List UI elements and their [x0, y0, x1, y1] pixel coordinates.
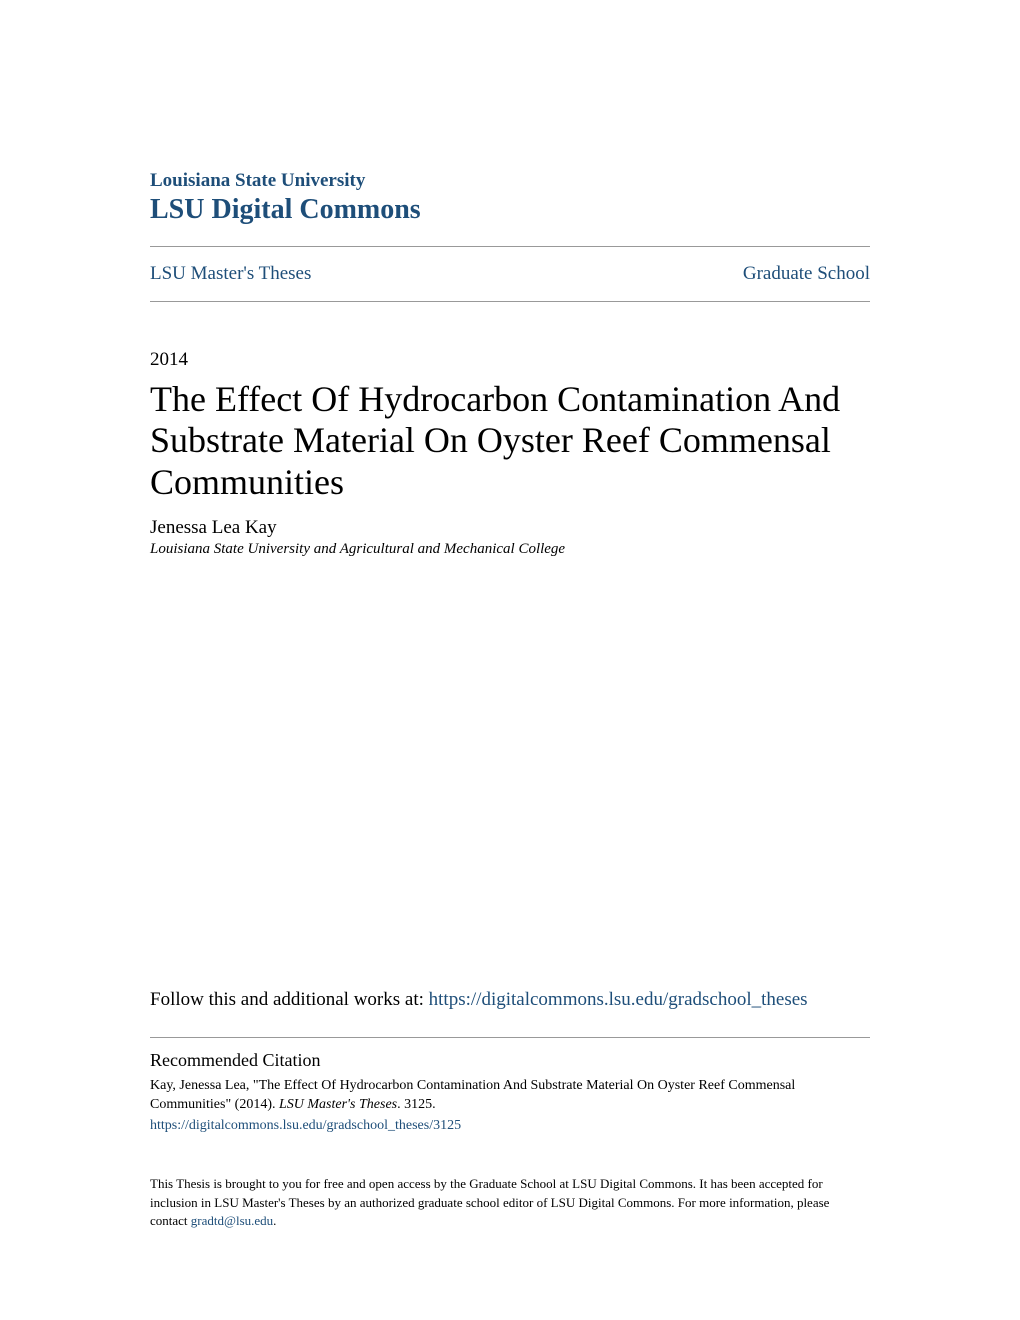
footer-after-link: . — [273, 1213, 276, 1228]
page-container: Louisiana State University LSU Digital C… — [0, 0, 1020, 1320]
nav-row: LSU Master's Theses Graduate School — [150, 259, 870, 289]
divider-top — [150, 246, 870, 247]
citation-text: Kay, Jenessa Lea, "The Effect Of Hydroca… — [150, 1077, 870, 1136]
follow-text: Follow this and additional works at: htt… — [150, 989, 870, 1011]
footer-text: This Thesis is brought to you for free a… — [150, 1175, 870, 1230]
follow-link[interactable]: https://digitalcommons.lsu.edu/gradschoo… — [429, 989, 808, 1010]
divider-citation — [150, 1037, 870, 1038]
publication-year: 2014 — [150, 349, 870, 371]
nav-link-gradschool[interactable]: Graduate School — [743, 263, 870, 285]
citation-url-link[interactable]: https://digitalcommons.lsu.edu/gradschoo… — [150, 1117, 870, 1136]
author-name: Jenessa Lea Kay — [150, 517, 870, 539]
citation-heading: Recommended Citation — [150, 1050, 870, 1071]
nav-link-theses[interactable]: LSU Master's Theses — [150, 263, 311, 285]
citation-after-italic: . 3125. — [397, 1097, 436, 1112]
repository-name[interactable]: LSU Digital Commons — [150, 194, 870, 226]
citation-before-italic: Kay, Jenessa Lea, "The Effect Of Hydroca… — [150, 1078, 795, 1112]
footer-email-link[interactable]: gradtd@lsu.edu — [191, 1213, 273, 1228]
follow-prefix: Follow this and additional works at: — [150, 989, 429, 1010]
author-affiliation: Louisiana State University and Agricultu… — [150, 541, 870, 558]
citation-italic: LSU Master's Theses — [279, 1097, 397, 1112]
document-title: The Effect Of Hydrocarbon Contamination … — [150, 379, 870, 503]
vertical-spacer — [150, 558, 870, 989]
divider-nav — [150, 301, 870, 302]
university-name: Louisiana State University — [150, 170, 870, 192]
header-section: Louisiana State University LSU Digital C… — [150, 170, 870, 226]
